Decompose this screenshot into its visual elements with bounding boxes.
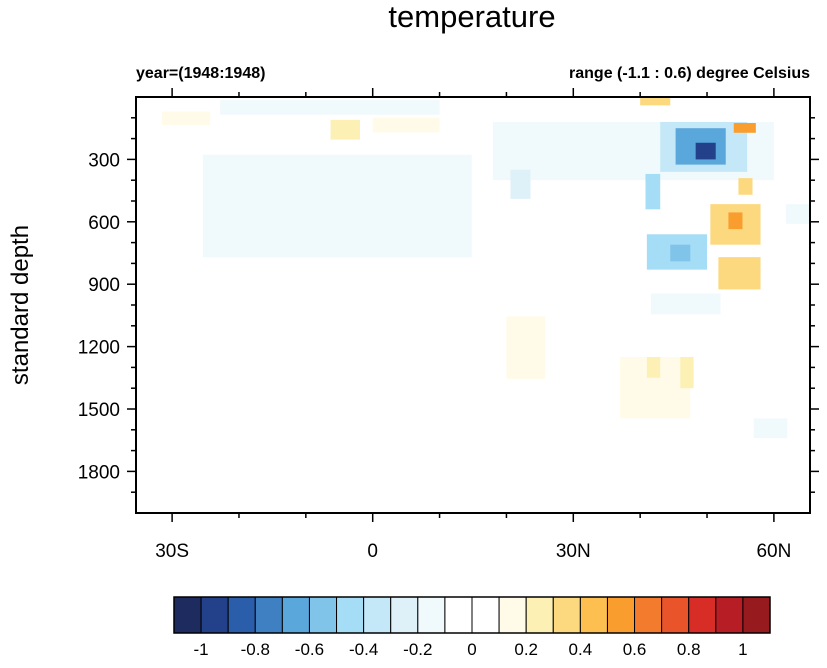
- colorbar-box: [688, 596, 717, 634]
- colorbar-box: [173, 596, 202, 634]
- heatmap-cell: [510, 169, 531, 199]
- chart-title: temperature: [388, 0, 555, 34]
- colorbar-label: -1: [194, 640, 209, 659]
- subtitle-right: range (-1.1 : 0.6) degree Celsius: [569, 65, 810, 82]
- colorbar-box: [417, 596, 446, 634]
- x-tick-label: 60N: [756, 541, 791, 562]
- colorbar-box: [498, 596, 527, 634]
- y-tick-label: 300: [88, 150, 120, 171]
- heatmap-cell: [220, 100, 440, 115]
- heatmap-cell: [680, 357, 694, 389]
- heatmap-cell: [650, 293, 721, 315]
- heatmap-cell: [728, 212, 743, 230]
- colorbar-box: [254, 596, 283, 634]
- heatmap-cell: [753, 418, 788, 439]
- heatmap-cell: [202, 154, 472, 258]
- y-axis-label: standard depth: [7, 225, 34, 385]
- colorbar-label: -0.2: [403, 640, 432, 659]
- heatmap-cell: [738, 178, 753, 195]
- colorbar-box: [227, 596, 256, 634]
- colorbar-label: 0.2: [514, 640, 538, 659]
- colorbar-frame: [173, 596, 771, 634]
- y-tick-label: 1500: [78, 400, 120, 421]
- heatmap-cell: [670, 244, 691, 262]
- heatmap-cells: [162, 97, 810, 509]
- colorbar-box: [715, 596, 744, 634]
- x-tick-label: 30N: [556, 541, 591, 562]
- colorbar-box: [606, 596, 636, 634]
- subtitle-left: year=(1948:1948): [136, 65, 265, 82]
- heatmap-cell: [506, 316, 546, 379]
- colorbar-box: [444, 596, 473, 634]
- heatmap-cell: [718, 257, 761, 290]
- heatmap-cell: [640, 97, 671, 106]
- x-tick-label: 0: [367, 541, 378, 562]
- colorbar-label: -0.6: [295, 640, 324, 659]
- colorbar-box: [579, 596, 608, 634]
- colorbar-box: [742, 596, 771, 634]
- heatmap-cell: [330, 119, 360, 140]
- colorbar-box: [281, 596, 310, 634]
- y-tick-label: 900: [88, 275, 120, 296]
- heatmap-cell: [645, 173, 661, 210]
- heatmap-cell: [785, 204, 810, 224]
- colorbar-box: [336, 596, 365, 634]
- heatmap-cell: [595, 334, 636, 360]
- colorbar-label: 0.8: [677, 640, 701, 659]
- heatmap-cell: [695, 418, 810, 509]
- colorbar-label: 0.6: [623, 640, 647, 659]
- colorbar-box: [661, 596, 690, 634]
- colorbar-box: [200, 596, 229, 634]
- colorbar-label: 0: [467, 640, 476, 659]
- heatmap-cell: [733, 123, 756, 133]
- colorbar-box: [525, 596, 554, 634]
- colorbar-label: -0.8: [241, 640, 270, 659]
- colorbar-box: [363, 596, 392, 634]
- y-tick-label: 1800: [78, 462, 120, 483]
- y-tick-label: 600: [88, 213, 120, 234]
- heatmap-cell: [646, 357, 661, 378]
- colorbar-box: [308, 596, 338, 634]
- colorbar-box: [634, 596, 663, 634]
- colorbar-label: 1: [738, 640, 747, 659]
- colorbar-label: -0.4: [349, 640, 378, 659]
- colorbar: -1 -0.8 -0.6 -0.4 -0.2 0 0.2 0.4 0.6 0.8 1: [173, 596, 771, 659]
- axes: 30S 0 30N 60N 300 600 900 1200 1500 1800: [78, 88, 819, 562]
- colorbar-box: [390, 596, 419, 634]
- colorbar-box: [552, 596, 581, 634]
- heatmap-cell: [695, 142, 716, 160]
- x-tick-label: 30S: [155, 541, 189, 562]
- colorbar-label: 0.4: [569, 640, 593, 659]
- y-tick-label: 1200: [78, 338, 120, 359]
- heatmap-cell: [162, 111, 211, 126]
- colorbar-box: [471, 596, 500, 634]
- heatmap-cell: [372, 117, 440, 133]
